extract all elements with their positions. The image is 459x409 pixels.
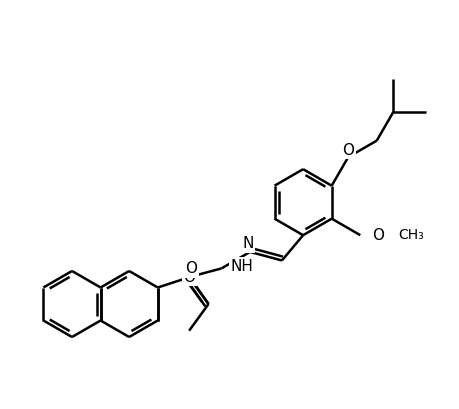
Text: O: O — [185, 261, 197, 276]
Text: O: O — [371, 228, 383, 243]
Text: O: O — [341, 143, 353, 157]
Text: CH₃: CH₃ — [397, 228, 423, 242]
Text: NH: NH — [230, 259, 253, 274]
Text: N: N — [242, 236, 253, 252]
Text: O: O — [183, 270, 195, 285]
